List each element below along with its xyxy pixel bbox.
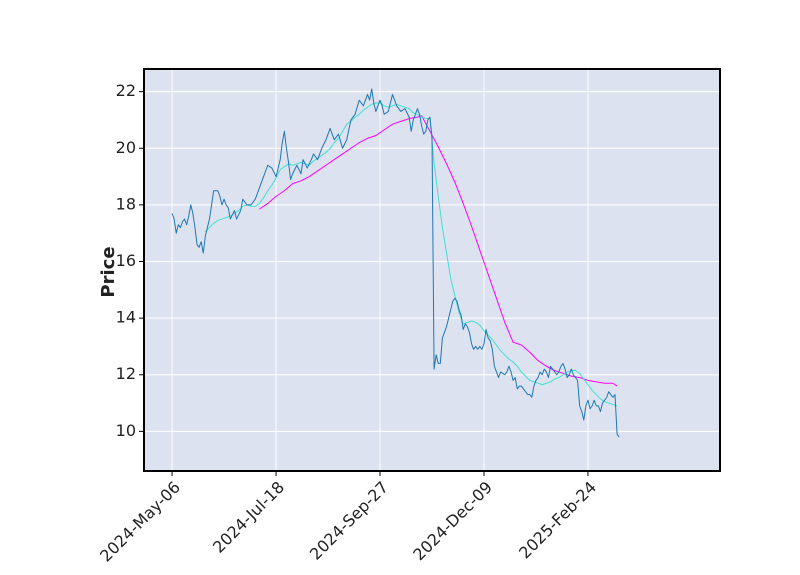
y-tick-label: 14 <box>116 308 136 327</box>
x-tick-label: 2025-Feb-24 <box>515 478 600 563</box>
x-tick-label: 2024-Dec-09 <box>409 478 496 565</box>
series-lines <box>171 88 620 438</box>
series-line-ma-short <box>204 102 618 407</box>
y-axis-title: Price <box>98 246 119 297</box>
y-tick-label: 22 <box>116 81 136 100</box>
plot-frame <box>143 68 721 472</box>
plot-background <box>144 69 720 471</box>
y-tick-label: 18 <box>116 194 136 213</box>
series-line-price <box>171 88 620 438</box>
x-tick-label: 2024-Jul-18 <box>209 478 288 557</box>
series-line-ma-long <box>259 115 618 387</box>
y-tick-label: 10 <box>116 421 136 440</box>
x-axis-ticks: 2024-May-06 2024-Jul-18 2024-Sep-27 2024-De… <box>96 471 600 566</box>
x-tick-label: 2024-Sep-27 <box>306 478 392 564</box>
x-tick-label: 2024-May-06 <box>96 478 184 566</box>
y-tick-label: 16 <box>116 251 136 270</box>
y-axis-ticks: 10 12 14 16 18 20 22 <box>116 81 144 440</box>
y-tick-label: 12 <box>116 364 136 383</box>
y-tick-label: 20 <box>116 138 136 157</box>
